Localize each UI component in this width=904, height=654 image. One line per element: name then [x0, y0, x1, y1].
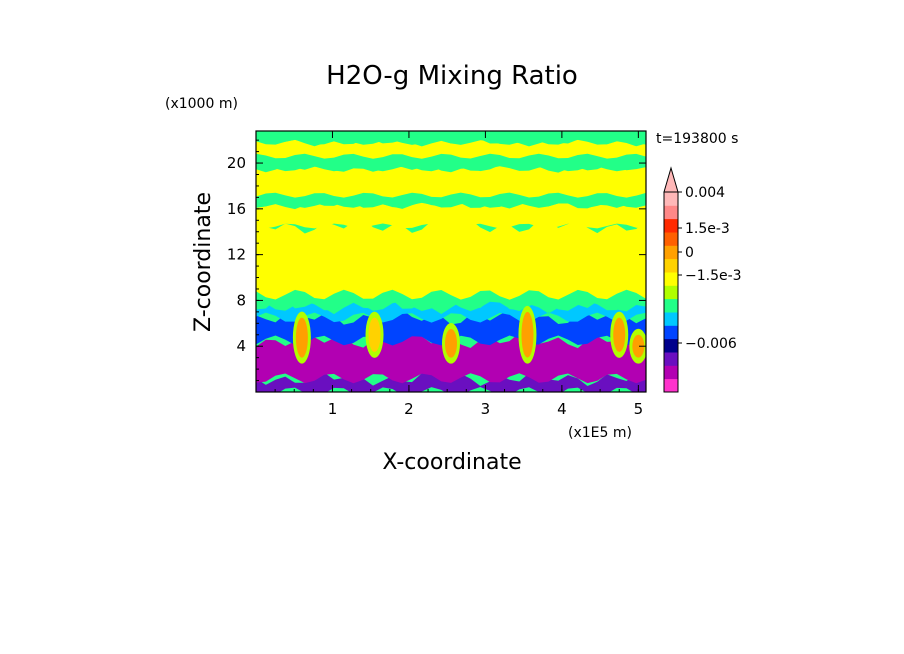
time-label: t=193800 s	[656, 131, 738, 147]
y-tick-label: 4	[236, 337, 246, 355]
plume	[613, 317, 626, 352]
plume	[521, 311, 534, 358]
colorbar-tick-label: −1.5e-3	[685, 268, 742, 284]
plume	[632, 334, 645, 358]
plot-area	[255, 130, 647, 393]
x-tick-label: 2	[404, 400, 414, 418]
x-tick-label: 3	[481, 400, 491, 418]
plume	[368, 317, 381, 352]
x-axis-label: X-coordinate	[382, 450, 521, 475]
colorbar-tick-label: 0.004	[685, 185, 725, 201]
field-band	[256, 201, 646, 229]
y-tick-label: 8	[236, 291, 246, 309]
colorbar-tick-label: −0.006	[685, 336, 737, 352]
x-tick-label: 5	[634, 400, 644, 418]
chart-title: H2O-g Mixing Ratio	[326, 61, 578, 91]
y-axis: 4 8 12 16 20	[227, 139, 646, 382]
colorbar-segment	[664, 312, 678, 326]
colorbar-segment	[664, 298, 678, 313]
field-band	[256, 165, 646, 198]
colorbar-segment	[664, 218, 678, 233]
x-tick-label: 4	[557, 400, 567, 418]
colorbar-frame	[663, 191, 679, 393]
y-tick-label: 16	[227, 200, 246, 218]
colorbar-tick-label: 1.5e-3	[685, 221, 730, 237]
field-band	[256, 299, 646, 323]
colorbar-segment	[664, 338, 678, 353]
colorbar-segment	[664, 325, 678, 340]
contour-field	[256, 131, 646, 392]
plot-frame	[255, 130, 647, 393]
field-band	[256, 218, 646, 300]
colorbar-segment	[664, 258, 678, 273]
field-band	[256, 191, 646, 208]
plume	[445, 329, 457, 358]
plume	[295, 317, 308, 358]
colorbar-segment	[664, 285, 678, 300]
field-band	[256, 152, 646, 172]
colorbar-segment	[664, 232, 678, 246]
colorbar-segment	[664, 352, 678, 366]
colorbar-segment	[664, 192, 678, 206]
colorbar-segment	[664, 205, 678, 220]
colorbar-segment	[664, 365, 678, 380]
x-axis: 1 2 3 4 5	[274, 131, 644, 418]
y-tick-label: 20	[227, 154, 246, 172]
colorbar-segment	[664, 378, 678, 393]
y-axis-label: Z-coordinate	[191, 192, 216, 332]
field-band	[256, 131, 646, 145]
y-units-label: (x1000 m)	[165, 96, 238, 112]
colorbar: 0.004 1.5e-3 0 −1.5e-3 −0.006	[663, 166, 742, 393]
colorbar-extend-arrow	[663, 166, 679, 193]
colorbar-tick-label: 0	[685, 245, 694, 261]
x-units-label: (x1E5 m)	[568, 425, 632, 441]
x-tick-label: 1	[328, 400, 338, 418]
colorbar-segment	[664, 245, 678, 260]
colorbar-segment	[664, 272, 678, 286]
y-tick-label: 12	[227, 246, 246, 264]
